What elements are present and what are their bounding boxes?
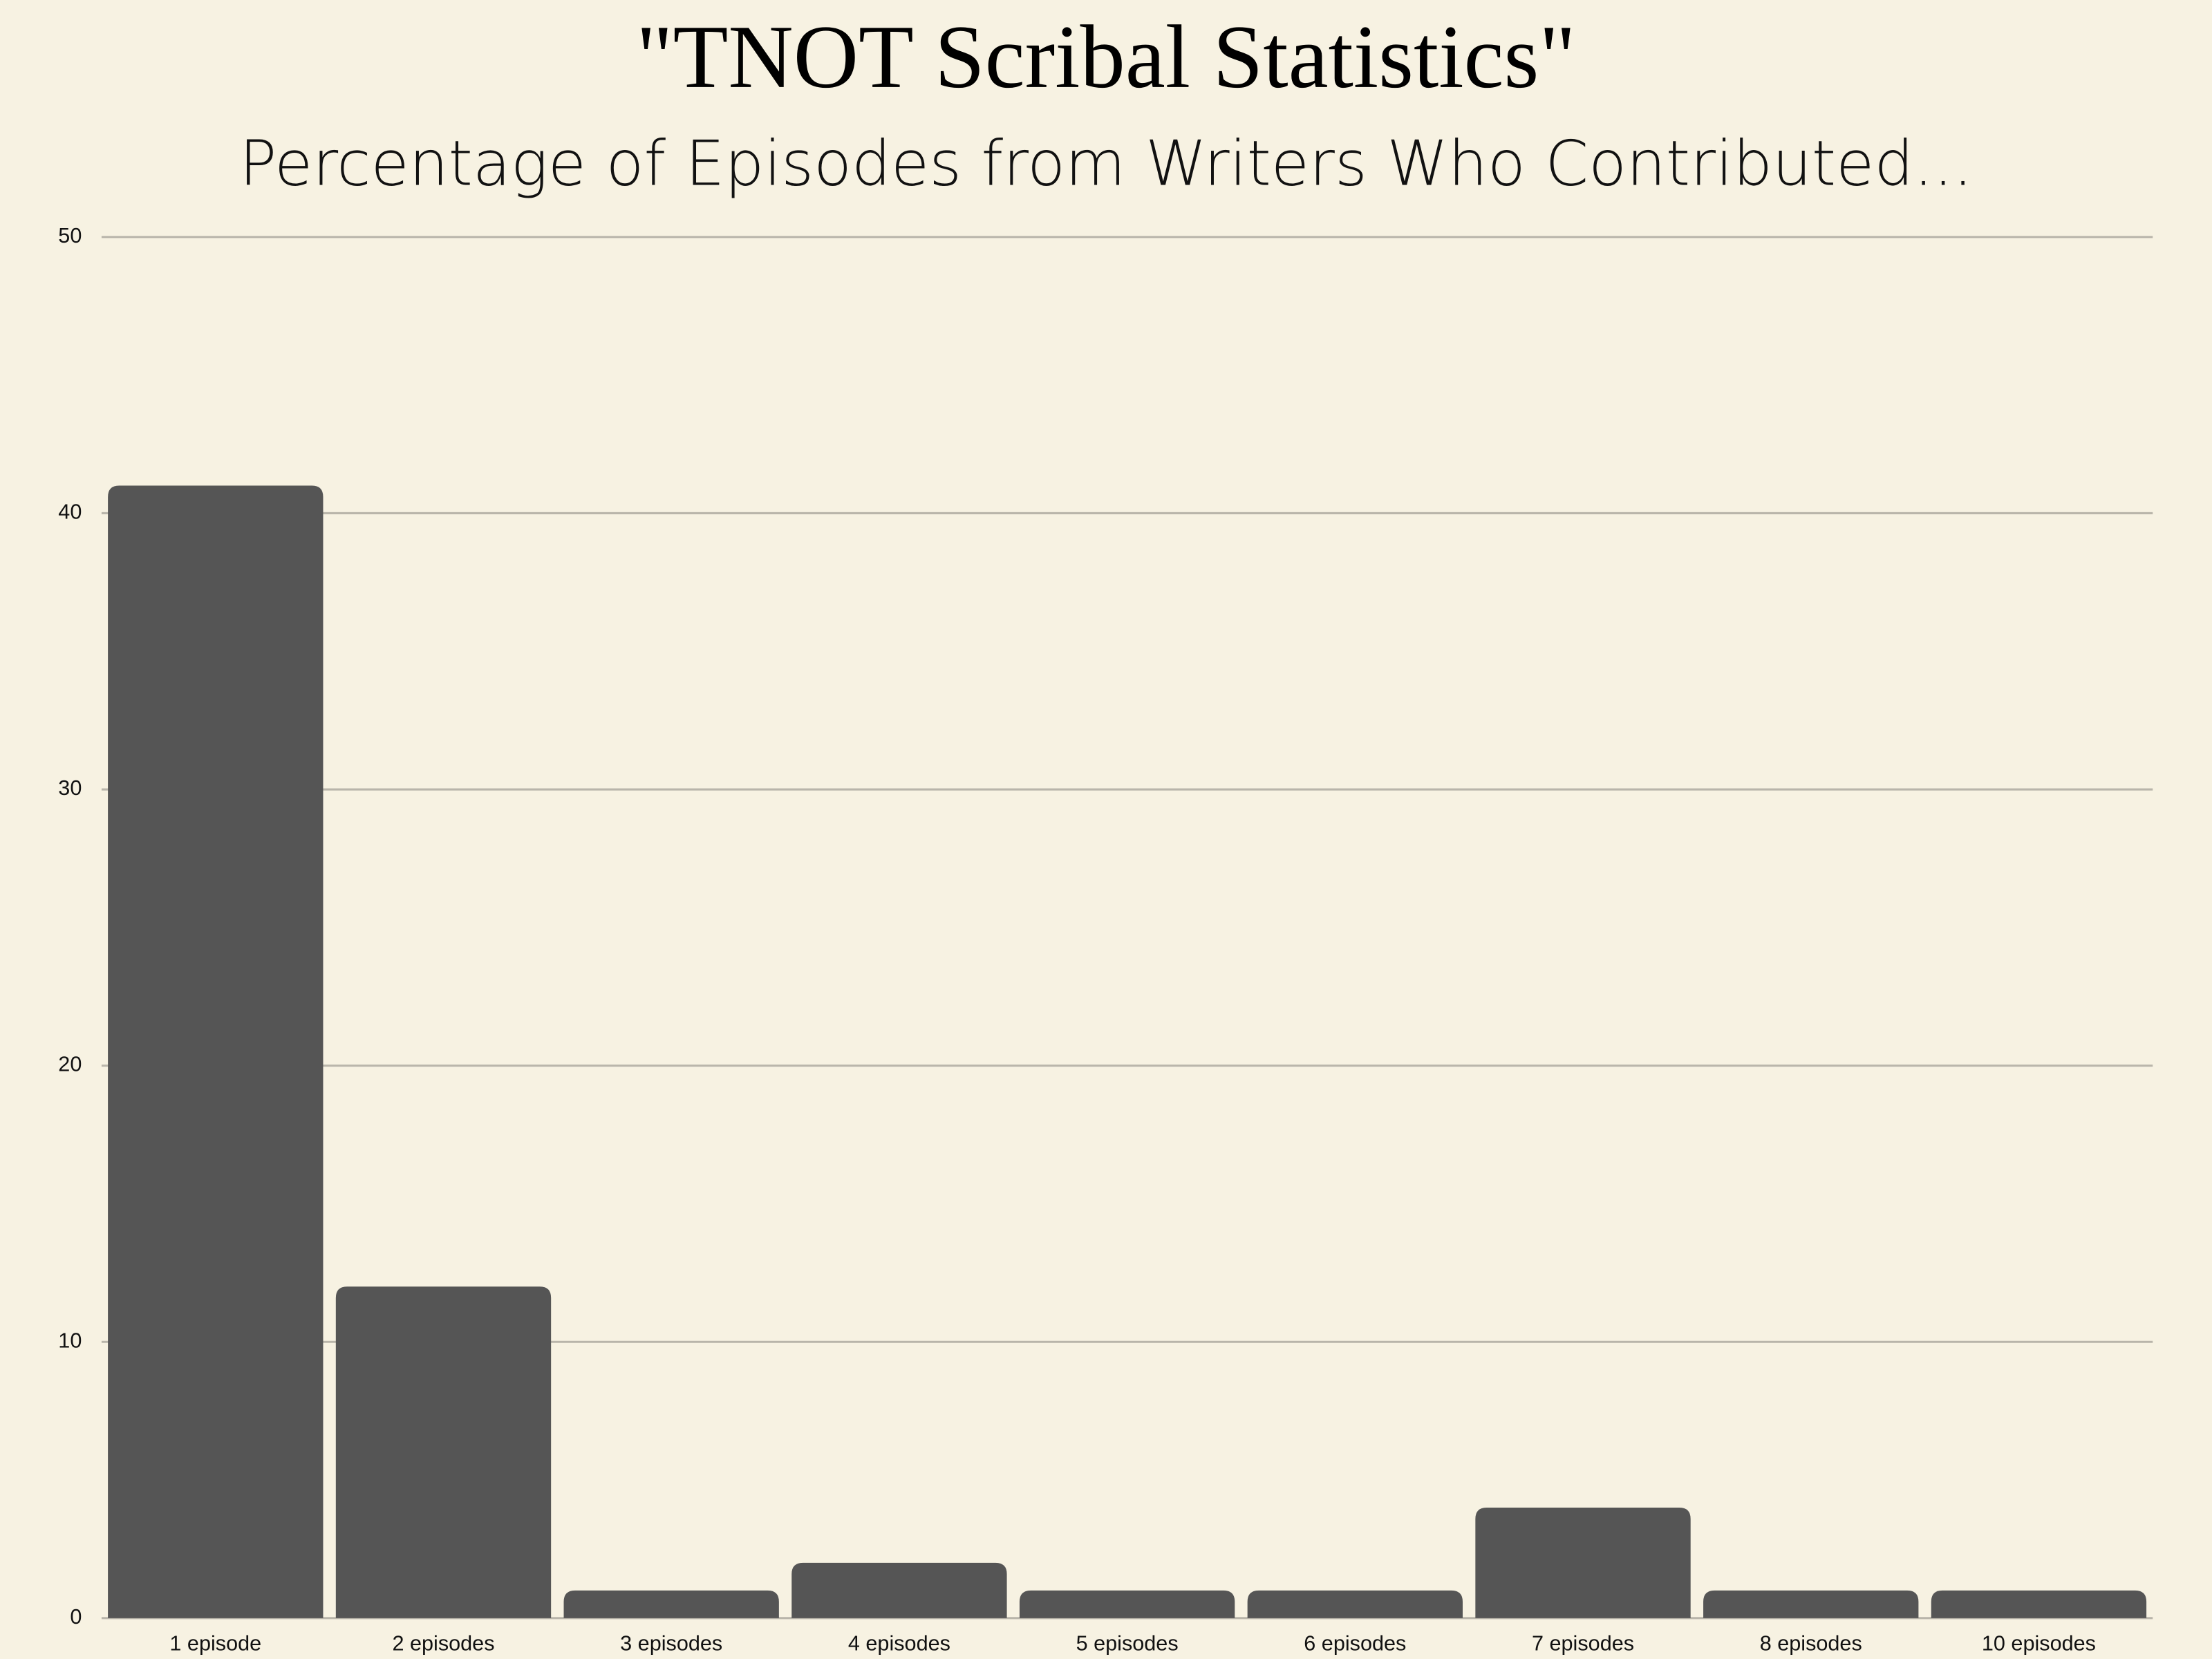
x-tick-label: 8 episodes	[1760, 1632, 1862, 1656]
x-tick-label: 2 episodes	[392, 1632, 494, 1656]
x-tick-label: 3 episodes	[620, 1632, 722, 1656]
bar	[1703, 1590, 1919, 1618]
y-tick-label: 20	[58, 1053, 82, 1076]
bar	[1475, 1507, 1691, 1618]
bar	[563, 1590, 779, 1618]
y-tick-label: 40	[58, 500, 82, 524]
y-tick-label: 10	[58, 1329, 82, 1352]
y-tick-label: 0	[70, 1605, 82, 1629]
bar	[791, 1562, 1007, 1618]
chart-subtitle: Percentage of Episodes from Writers Who …	[239, 128, 1973, 200]
bar	[108, 485, 324, 1618]
bar	[1019, 1590, 1235, 1618]
x-tick-label: 5 episodes	[1076, 1632, 1179, 1656]
x-tick-label: 6 episodes	[1304, 1632, 1406, 1656]
chart-title: "TNOT Scribal Statistics"	[636, 8, 1575, 107]
y-tick-label: 30	[58, 776, 82, 800]
y-tick-label: 50	[58, 224, 82, 247]
bar	[1247, 1590, 1463, 1618]
bar	[335, 1286, 552, 1618]
bar	[1931, 1590, 2147, 1618]
x-tick-label: 1 episode	[169, 1632, 261, 1656]
x-tick-label: 7 episodes	[1532, 1632, 1634, 1656]
x-tick-label: 4 episodes	[848, 1632, 950, 1656]
x-tick-label: 10 episodes	[1982, 1632, 2096, 1656]
